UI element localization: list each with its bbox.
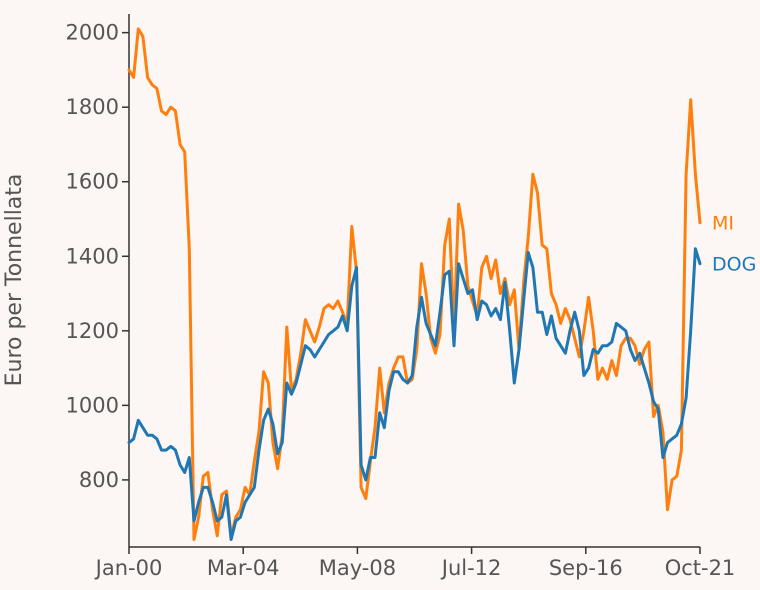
x-tick-label: Jul-12 — [440, 556, 502, 580]
legend-label-mi: MI — [712, 213, 734, 235]
y-axis-title: Euro per Tonnellata — [2, 174, 27, 387]
x-axis: Jan-00 Mar-04 May-08 Jul-12 Sep-16 Oct-21 — [94, 546, 736, 580]
y-tick-label: 1000 — [66, 393, 119, 417]
legend: MI DOG — [712, 213, 756, 276]
legend-label-dog: DOG — [712, 254, 756, 276]
y-tick-label: 800 — [79, 468, 119, 492]
y-tick-label: 1400 — [66, 244, 119, 268]
y-tick-label: 2000 — [66, 21, 119, 45]
y-tick-label: 1600 — [66, 170, 119, 194]
x-tick-label: Mar-04 — [207, 556, 280, 580]
series-layer — [127, 27, 702, 541]
series-line-mi — [127, 27, 702, 541]
x-tick-label: Jan-00 — [94, 556, 163, 580]
x-tick-label: May-08 — [319, 556, 396, 580]
x-tick-label: Oct-21 — [665, 556, 736, 580]
y-tick-label: 1800 — [66, 95, 119, 119]
y-axis: 800 1000 1200 1400 1600 1800 2000 — [66, 14, 130, 547]
x-tick-label: Sep-16 — [549, 556, 623, 580]
series-line-dog — [127, 247, 702, 541]
y-tick-label: 1200 — [66, 319, 119, 343]
